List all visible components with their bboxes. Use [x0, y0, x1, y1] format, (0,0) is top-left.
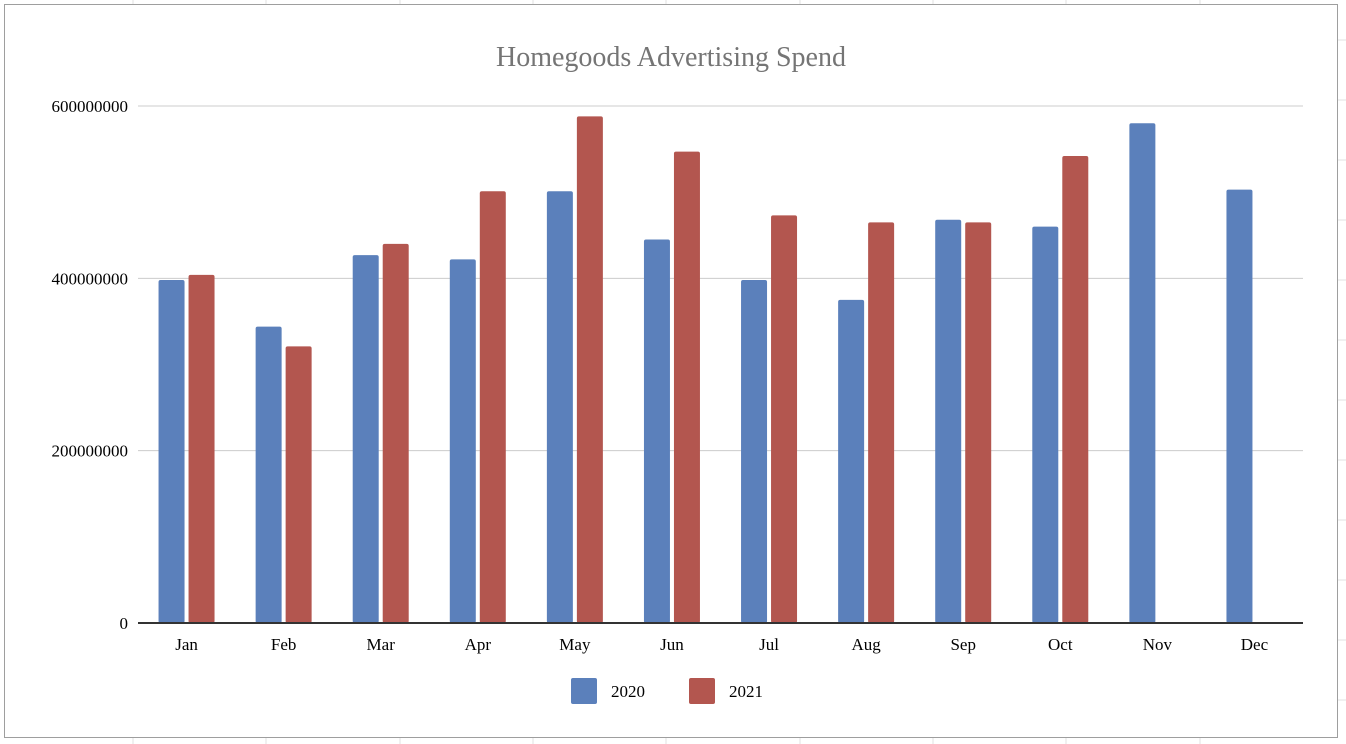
x-tick-label: Sep — [950, 635, 976, 654]
bar-2021-jul — [771, 215, 798, 623]
x-tick-label: Jun — [660, 635, 684, 654]
bar-2021-apr — [479, 191, 506, 623]
x-tick-label: Feb — [271, 635, 297, 654]
legend-label-2020: 2020 — [611, 682, 645, 701]
bar-2020-oct — [1032, 226, 1059, 623]
x-tick-label: May — [559, 635, 591, 654]
bar-2020-jan — [158, 280, 185, 623]
bar-2021-feb — [285, 346, 312, 623]
bar-2021-oct — [1062, 155, 1089, 623]
x-axis-ticks: Jan Feb Mar Apr May Jun Jul Aug Sep Oct Nov Dec — [175, 635, 1268, 654]
y-tick-label: 200000000 — [52, 442, 129, 461]
x-tick-label: Mar — [367, 635, 396, 654]
y-axis-ticks: 0 200000000 400000000 600000000 — [52, 97, 129, 633]
legend-swatch-2020 — [571, 678, 597, 704]
bar-chart: Homegoods Advertising Spend 0 200000000 40… — [52, 42, 1303, 704]
bar-2020-feb — [255, 326, 282, 623]
bar-2020-jul — [741, 280, 768, 623]
x-tick-label: Nov — [1143, 635, 1173, 654]
x-tick-label: Jul — [759, 635, 779, 654]
x-tick-label: Apr — [465, 635, 492, 654]
x-tick-label: Dec — [1241, 635, 1269, 654]
legend-label-2021: 2021 — [729, 682, 763, 701]
gridlines — [138, 105, 1303, 452]
bar-2021-jan — [188, 274, 215, 623]
bar-2020-may — [546, 191, 573, 623]
y-tick-label: 0 — [120, 614, 129, 633]
x-tick-label: Jan — [175, 635, 198, 654]
y-tick-label: 400000000 — [52, 269, 129, 288]
bar-2021-mar — [382, 243, 409, 623]
y-tick-label: 600000000 — [52, 97, 129, 116]
legend-swatch-2021 — [689, 678, 715, 704]
x-tick-label: Aug — [851, 635, 881, 654]
legend[interactable]: 2020 2021 — [571, 678, 763, 704]
bar-2020-jun — [643, 239, 670, 623]
bar-2020-nov — [1129, 123, 1156, 623]
bar-2021-may — [576, 116, 603, 623]
bars — [158, 116, 1253, 624]
bar-2020-mar — [352, 255, 379, 623]
bar-2021-sep — [965, 222, 992, 623]
bar-2021-aug — [868, 222, 895, 623]
bar-2020-sep — [935, 219, 962, 624]
bar-2020-aug — [838, 299, 865, 623]
bar-2021-jun — [673, 151, 700, 623]
chart-container[interactable]: Homegoods Advertising Spend 0 200000000 40… — [4, 4, 1338, 738]
bar-2020-apr — [449, 259, 476, 623]
x-tick-label: Oct — [1048, 635, 1073, 654]
chart-title: Homegoods Advertising Spend — [496, 42, 846, 73]
bar-2020-dec — [1226, 189, 1253, 623]
